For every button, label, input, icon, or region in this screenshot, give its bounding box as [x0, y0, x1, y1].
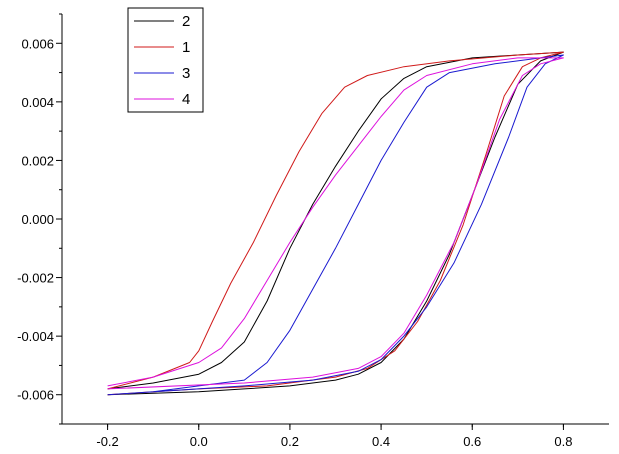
y-tick-label: -0.006 [17, 388, 54, 403]
series-line-3 [107, 54, 564, 396]
x-tick-label: 0.0 [190, 434, 208, 449]
x-tick-label: 0.8 [554, 434, 572, 449]
x-tick-label: 0.4 [372, 434, 390, 449]
series-line-1 [107, 51, 564, 396]
legend: 2 1 3 4 [127, 7, 204, 113]
y-tick-label: -0.002 [17, 271, 54, 286]
y-tick-label: 0.006 [21, 36, 54, 51]
legend-label-2: 2 [182, 13, 190, 30]
y-tick-label: 0.004 [21, 95, 54, 110]
legend-label-3: 3 [182, 65, 190, 82]
x-ticks: -0.2 0.0 0.2 0.4 0.6 0.8 [96, 424, 572, 449]
x-tick-label: 0.2 [281, 434, 299, 449]
legend-label-1: 1 [182, 39, 190, 56]
y-tick-label: 0.002 [21, 153, 54, 168]
series-line-4 [107, 57, 564, 390]
legend-box [127, 7, 204, 113]
legend-label-4: 4 [182, 91, 190, 108]
x-tick-label: 0.6 [463, 434, 481, 449]
series-lines [107, 51, 564, 396]
y-ticks: -0.006 -0.004 -0.002 0.000 0.002 0.004 0.006 [17, 13, 62, 425]
y-tick-label: -0.004 [17, 329, 54, 344]
y-tick-label: 0.000 [21, 212, 54, 227]
x-tick-label: -0.2 [96, 434, 118, 449]
